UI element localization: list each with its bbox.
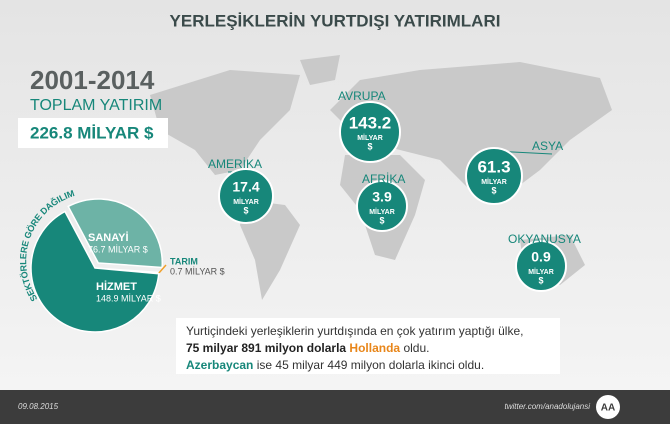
region-name: ASYA [532,139,563,153]
note-line: Azerbaycan ise 45 milyar 449 milyon dola… [186,357,560,374]
total-box [18,118,168,148]
region-unit: $ [243,205,248,215]
pie-value-label: 0.7 MİLYAR $ [170,266,225,276]
note: Yurtiçindeki yerleşiklerin yurtdışında e… [176,318,560,374]
note-line: 75 milyar 891 milyon dolarla Hollanda ol… [186,340,560,357]
period: 2001-2014 [30,65,155,95]
pie-leader [158,264,167,274]
region-unit: MİLYAR [481,178,507,186]
region-bubble [218,168,274,224]
region-bubble [465,147,523,205]
date: 09.08.2015 [18,402,59,411]
region-value: 0.9 [531,249,551,265]
region-value: 61.3 [477,157,510,176]
pie-slice [30,210,160,333]
title: YERLEŞİKLERİN YURTDIŞI YATIRIMLARI [170,11,501,30]
footer-bar [0,390,670,424]
region-value: 17.4 [232,179,259,195]
total-value: 226.8 MİLYAR $ [30,123,154,142]
note-text: ise 45 milyar 449 milyon dolarla ikinci … [256,358,485,372]
region-unit: MİLYAR [369,208,395,216]
note-highlight: Azerbaycan [186,358,254,372]
note-text: 75 milyar 891 milyon dolarla [186,341,347,355]
region-bubble [356,180,408,232]
pie-slice [67,198,163,269]
logo: AA [601,403,615,414]
note-highlight: Hollanda [349,341,401,355]
pie-label: TARIM [170,256,198,266]
region-name: AMERİKA [208,157,262,171]
logo-circle [596,395,620,419]
pie-value-label: 148.9 MİLYAR $ [96,293,161,303]
region-name: AFRİKA [362,172,405,186]
region-bubble [339,101,401,163]
region-value: 143.2 [349,113,392,132]
twitter: twitter.com/anadolujansi [504,402,590,411]
region-value: 3.9 [372,189,392,205]
region-unit: MİLYAR [528,268,554,276]
world-map [150,55,612,300]
region-unit: $ [379,215,384,225]
region-unit: $ [367,141,372,151]
note-text: oldu. [403,341,430,355]
region-name: OKYANUSYA [508,232,581,246]
region-unit: MİLYAR [233,198,259,206]
pie-value-label: 76.7 MİLYAR $ [88,244,148,254]
pie-label: SANAYİ [88,231,129,244]
region-bubble [515,240,567,292]
total-label: TOPLAM YATIRIM [30,97,162,114]
note-line: Yurtiçindeki yerleşiklerin yurtdışında e… [186,324,524,338]
pie-label: HİZMET [96,280,137,293]
region-unit: $ [491,185,496,195]
region-name: AVRUPA [338,89,386,103]
region-unit: MİLYAR [357,134,383,142]
region-unit: $ [538,275,543,285]
